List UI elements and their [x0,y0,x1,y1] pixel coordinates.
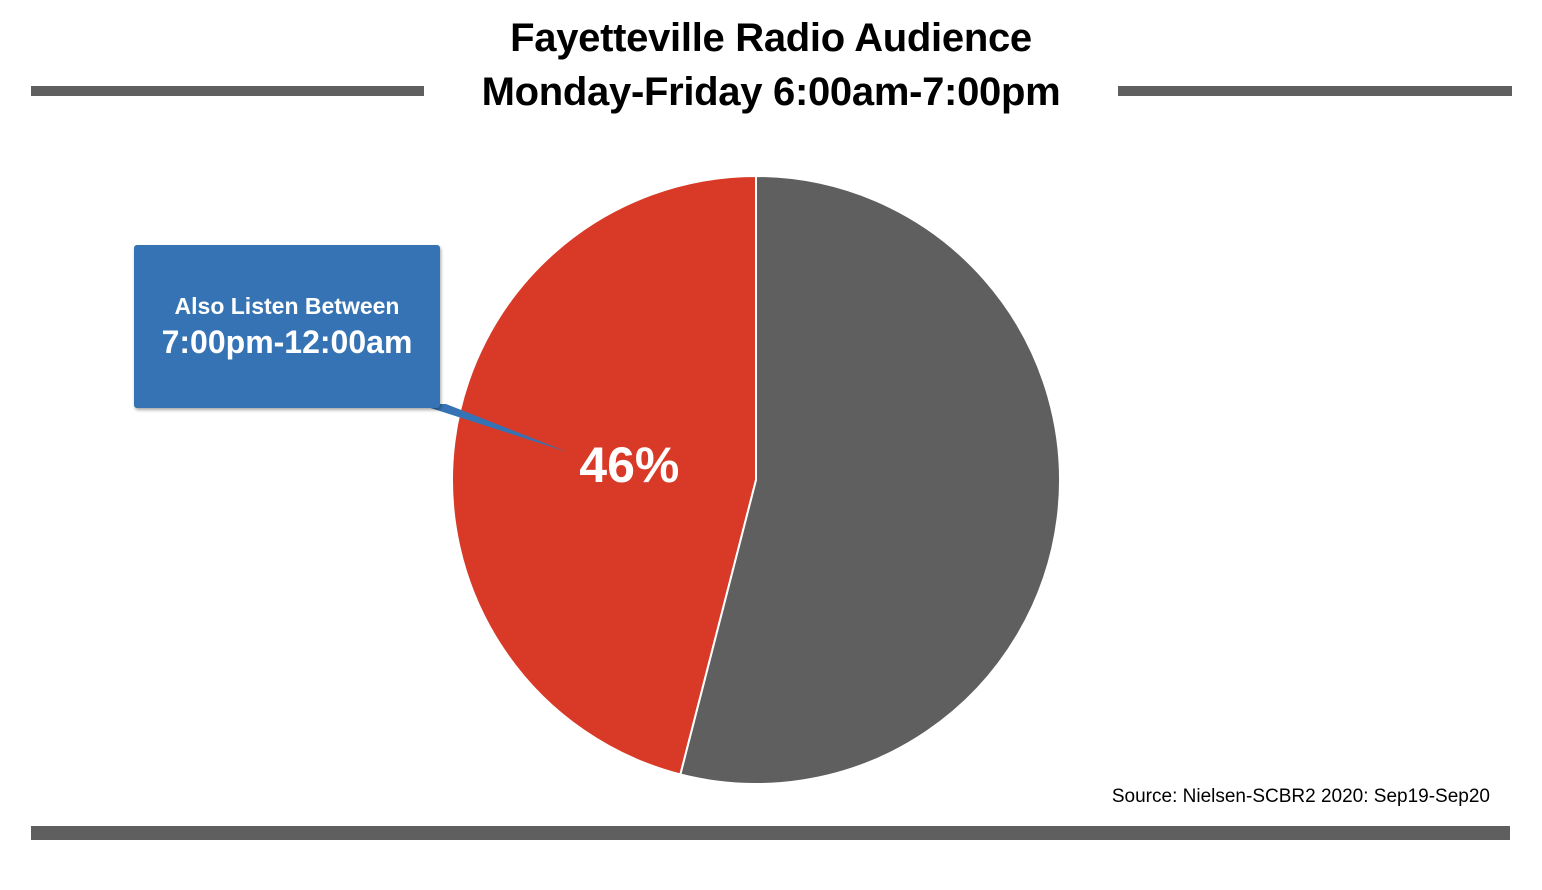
pie-slice-1 [679,174,1061,785]
callout-label-line-2: 7:00pm-12:00am [161,323,413,360]
callout-box: Also Listen Between 7:00pm-12:00am [134,245,440,408]
callout-label-line-1: Also Listen Between [174,292,400,319]
pie-slices [451,174,1061,785]
pie-slice-0 [451,174,757,776]
title-rule-right [1118,86,1512,96]
title-rule-left [31,86,424,96]
callout-pointer [418,404,568,452]
chart-title: Fayetteville Radio Audience [510,16,1032,60]
footer-rule [31,826,1510,840]
chart-subtitle: Monday-Friday 6:00am-7:00pm [481,70,1061,114]
source-note: Source: Nielsen-SCBR2 2020: Sep19-Sep20 [1111,786,1490,807]
slice-value-label: 46% [579,437,679,493]
